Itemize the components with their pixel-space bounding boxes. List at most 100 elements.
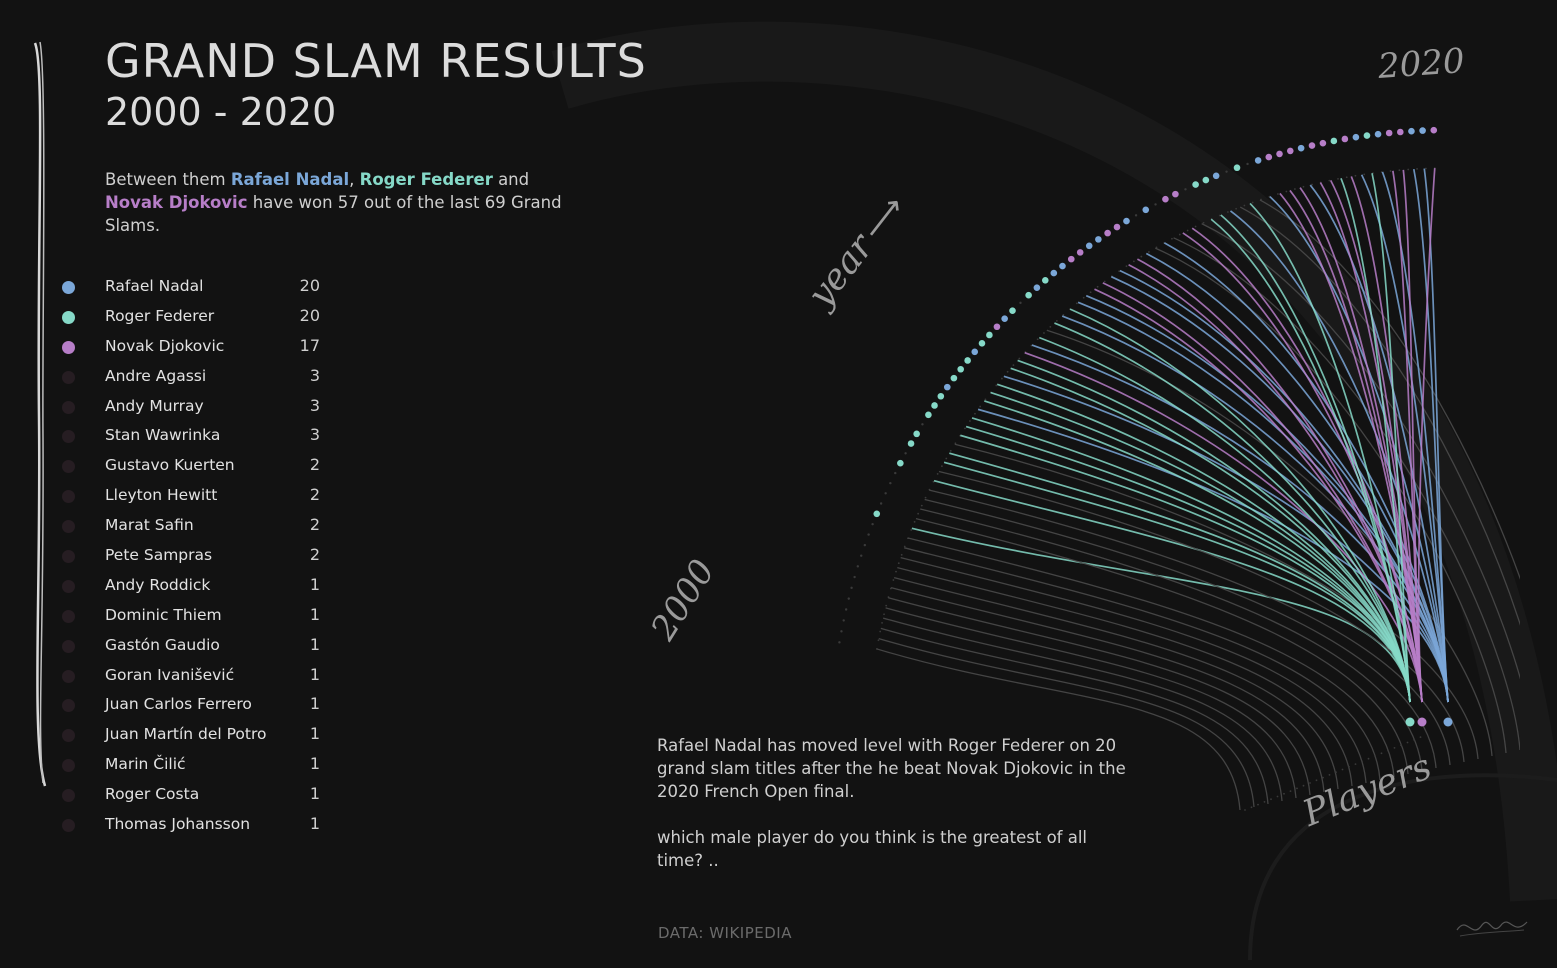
player-guide-dot	[1289, 790, 1292, 792]
arc-guide-dot	[1227, 211, 1229, 213]
slam-dot	[863, 543, 867, 547]
slam-dot	[1104, 229, 1111, 237]
slam-dot	[867, 533, 870, 536]
slam-dot	[1050, 269, 1058, 277]
player-guide-dot	[1322, 776, 1324, 779]
slam-dot	[904, 452, 907, 455]
slam-dot	[913, 430, 920, 438]
legend-title-count: 3	[309, 425, 320, 445]
arc-guide-dot	[1096, 285, 1099, 288]
slam-dot	[971, 348, 979, 356]
arc-guide-dot	[877, 639, 880, 642]
legend-dot	[62, 789, 75, 803]
slam-flow-line	[1249, 202, 1411, 703]
intro-sep1: ,	[349, 170, 360, 189]
slam-dot	[897, 459, 904, 467]
arc-guide-dot	[941, 465, 943, 468]
legend-dot	[62, 460, 75, 474]
slam-flow-line	[1102, 282, 1423, 703]
slam-flow-line	[1119, 269, 1449, 703]
data-source: DATA: WIKIPEDIA	[658, 924, 792, 942]
slam-dot	[1363, 132, 1371, 139]
player-guide-dot	[1244, 809, 1246, 811]
arc-guide-dot	[1389, 170, 1392, 172]
arc-guide-dot	[1062, 314, 1065, 316]
slam-dot	[1419, 127, 1426, 134]
legend-title-count: 1	[309, 784, 320, 804]
slam-dot	[1246, 162, 1249, 166]
slam-dot	[1025, 291, 1032, 299]
slam-flow-line	[1340, 177, 1411, 703]
page-subtitle: 2000 - 2020	[105, 90, 337, 134]
slam-flow-line	[1423, 168, 1449, 703]
legend-item: Stan Wawrinka 3	[55, 421, 335, 451]
slam-flow-line	[893, 576, 1339, 790]
player-guide-dot	[1335, 771, 1337, 774]
legend-item: Thomas Johansson 1	[55, 810, 335, 840]
arc-guide-dot	[1202, 221, 1205, 224]
arc-guide-dot	[995, 384, 998, 387]
player-guide-dot	[1380, 752, 1383, 755]
year-end-label: 2020	[1376, 41, 1466, 87]
arc-guide-dot	[913, 520, 916, 523]
slam-dot	[1067, 255, 1075, 263]
player-guide-dot	[1283, 792, 1285, 795]
arc-guide-dot	[1218, 214, 1221, 217]
arc-guide-dot	[1018, 357, 1021, 360]
legend-dot	[62, 759, 75, 773]
arc-guide-dot	[1036, 338, 1039, 341]
legend-title-count: 1	[309, 664, 320, 684]
arc-guide-dot	[936, 473, 939, 475]
slam-flow-line	[1017, 359, 1411, 703]
player-guide-dot	[1400, 744, 1402, 747]
slam-dot	[1095, 236, 1102, 243]
legend-dot	[62, 639, 75, 653]
slam-flow-line	[1220, 214, 1411, 703]
arc-guide-dot	[1082, 296, 1085, 299]
legend-dot	[62, 281, 75, 294]
legend-player-name: Thomas Johansson	[105, 815, 251, 834]
slam-dot	[943, 383, 951, 391]
arc-guide-dot	[1132, 260, 1135, 263]
grand-slam-arc-chart	[838, 126, 1520, 811]
slam-dot	[1076, 249, 1084, 256]
legend-player-name: Juan Carlos Ferrero	[105, 695, 252, 714]
legend-player-name: Roger Federer	[105, 306, 215, 325]
legend-player-name: Gastón Gaudio	[105, 635, 220, 654]
legend-dot	[62, 400, 75, 414]
arc-guide-dot	[1243, 204, 1246, 207]
legend-player-name: Andy Murray	[105, 396, 204, 415]
legend-title-count: 1	[309, 604, 320, 624]
legend-dot	[62, 579, 75, 593]
slam-flow-line	[878, 637, 1255, 808]
legend-player-name: Stan Wawrinka	[105, 426, 221, 445]
slam-flow-line	[1381, 171, 1449, 703]
slam-dot	[1202, 176, 1210, 184]
player-guide-dot	[1309, 782, 1311, 784]
legend-player-name: Goran Ivanišević	[105, 665, 235, 684]
legend-dot	[62, 520, 75, 534]
slam-flow-line	[1137, 258, 1423, 703]
slam-flow-line	[915, 517, 1409, 775]
legend-title-count: 20	[299, 305, 320, 325]
legend-player-name: Lleyton Hewitt	[105, 486, 218, 505]
slam-dot	[860, 554, 863, 557]
arc-guide-dot	[1125, 265, 1128, 268]
slam-dot	[1396, 128, 1404, 136]
legend-dot	[62, 550, 75, 564]
legend-player-name: Andre Agassi	[105, 366, 207, 385]
slam-dot	[1134, 214, 1138, 217]
slam-dot	[856, 565, 860, 568]
player-guide-dot	[1348, 765, 1350, 768]
slam-flow-line	[933, 479, 1411, 703]
arc-guide-dot	[895, 570, 897, 573]
legend-title-count: 2	[309, 515, 320, 535]
slam-dot	[1297, 144, 1305, 152]
slam-dot	[894, 471, 897, 475]
legend-title-count: 1	[309, 574, 320, 594]
player-end-dot	[1405, 717, 1415, 727]
slam-flow-line	[1417, 168, 1436, 703]
slam-flow-line	[1031, 344, 1449, 703]
legend-item: Andy Roddick 1	[55, 571, 335, 601]
slam-dot	[1123, 217, 1130, 225]
